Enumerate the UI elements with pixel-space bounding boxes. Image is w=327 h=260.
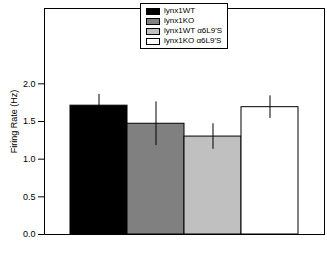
html-text:lynx1KO: lynx1KO [164,16,195,25]
svg-text:1.0: 1.0 [23,154,36,164]
svg-text:0.0: 0.0 [23,229,36,239]
html-text:lynx1KO α6L9'S: lynx1KO α6L9'S [164,36,222,45]
svg-text:Firing Rate (Hz): Firing Rate (Hz) [9,90,19,154]
html-text:lynx1WT: lynx1WT [164,6,196,15]
svg-text:1.5: 1.5 [23,116,36,126]
html-text:lynx1WT α6L9'S: lynx1WT α6L9'S [164,26,222,35]
svg-text:2.0: 2.0 [23,79,36,89]
svg-text:0.5: 0.5 [23,192,36,202]
